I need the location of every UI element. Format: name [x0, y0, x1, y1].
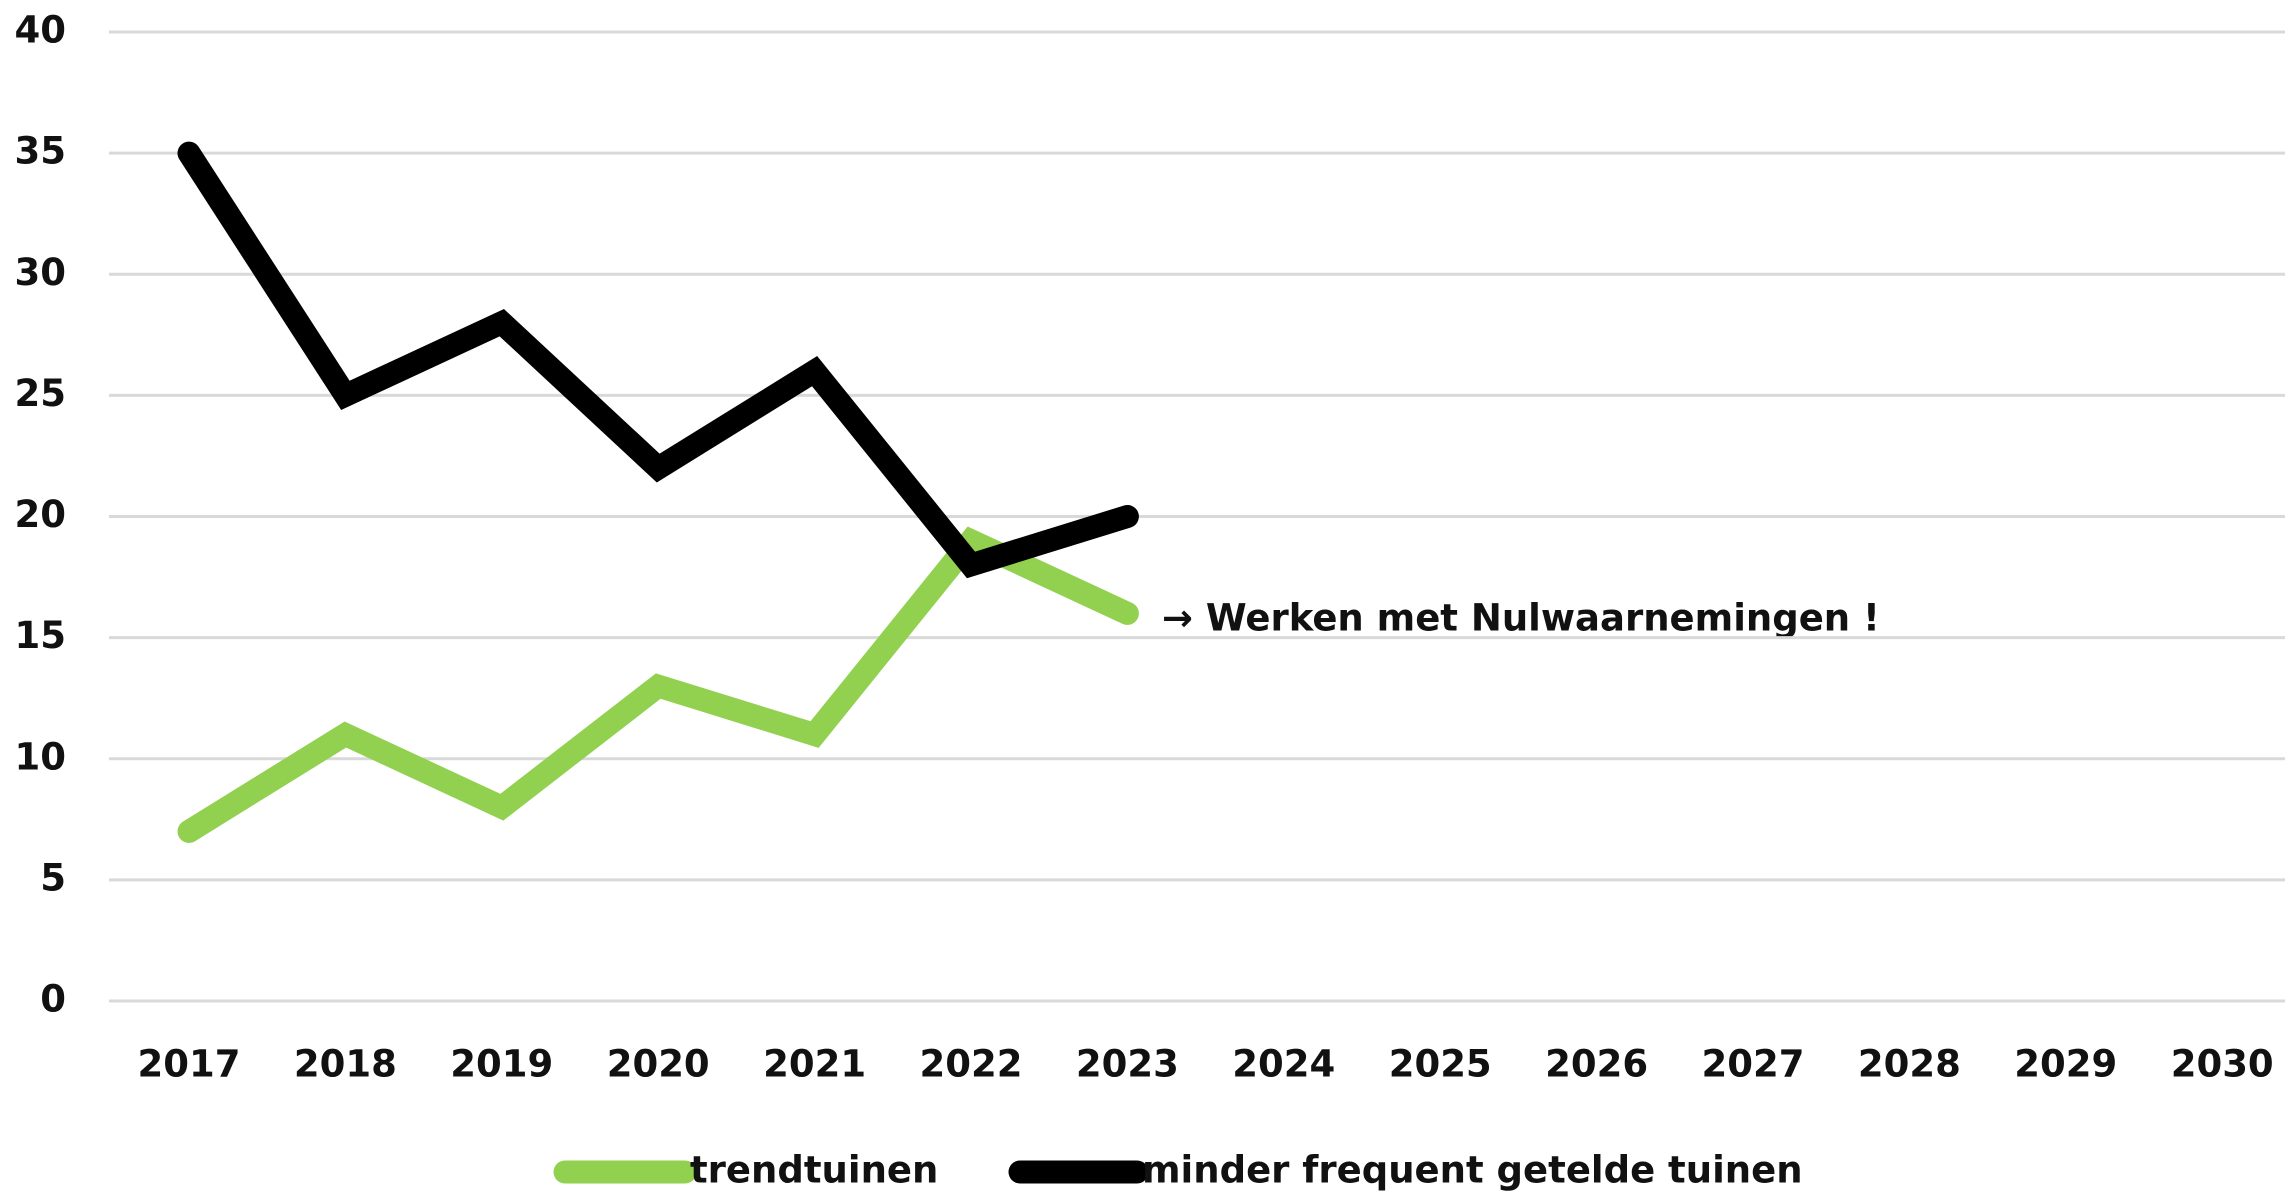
y-tick-label: 35 — [15, 130, 67, 173]
x-tick-label: 2026 — [1545, 1043, 1648, 1086]
y-tick-label: 15 — [15, 614, 67, 657]
x-tick-label: 2022 — [920, 1043, 1023, 1086]
x-tick-label: 2024 — [1232, 1043, 1335, 1086]
legend-label: trendtuinen — [690, 1149, 938, 1192]
x-tick-label: 2017 — [138, 1043, 241, 1086]
y-tick-label: 5 — [40, 856, 66, 899]
series-line — [177, 526, 1139, 843]
x-tick-label: 2028 — [1858, 1043, 1961, 1086]
annotation: → Werken met Nulwaarnemingen ! — [1162, 597, 1880, 640]
x-tick-label: 2018 — [294, 1043, 397, 1086]
y-tick-label: 30 — [15, 251, 67, 294]
y-tick-label: 25 — [15, 372, 67, 415]
x-tick-label: 2021 — [763, 1043, 866, 1086]
x-tick-label: 2020 — [607, 1043, 710, 1086]
legend-label: minder frequent getelde tuinen — [1142, 1149, 1803, 1192]
x-tick-label: 2029 — [2014, 1043, 2117, 1086]
x-tick-label: 2027 — [1702, 1043, 1805, 1086]
x-tick-label: 2030 — [2171, 1043, 2274, 1086]
x-tick-label: 2025 — [1389, 1043, 1492, 1086]
y-tick-label: 0 — [40, 978, 66, 1021]
x-tick-label: 2019 — [450, 1043, 553, 1086]
series-line — [177, 141, 1139, 579]
x-tick-label: 2023 — [1076, 1043, 1179, 1086]
y-tick-label: 20 — [15, 493, 67, 536]
y-tick-label: 40 — [15, 9, 67, 52]
y-tick-label: 10 — [15, 735, 67, 778]
